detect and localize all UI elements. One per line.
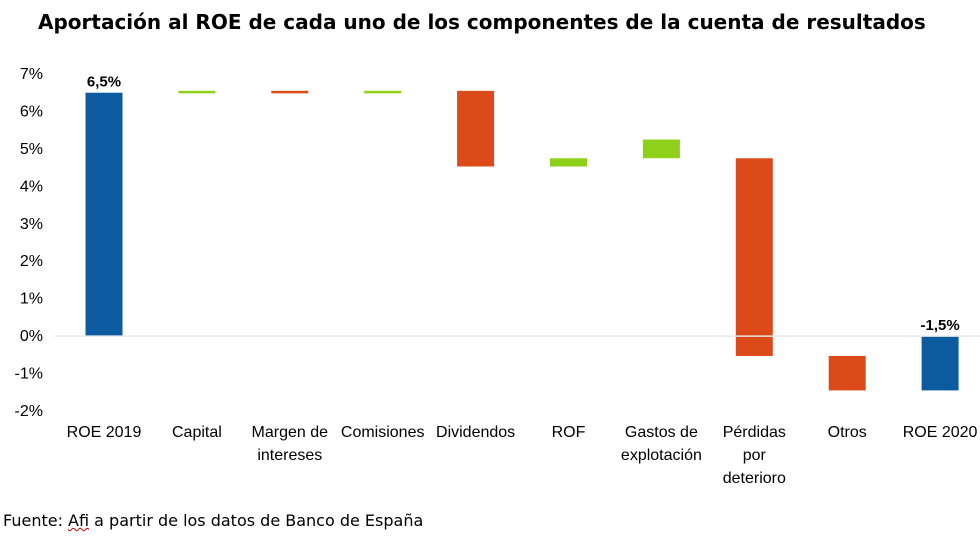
source-underlined-word: Afi	[68, 511, 90, 530]
bar-increase	[178, 90, 216, 94]
x-tick-label: por	[743, 447, 767, 464]
y-tick-label: 3%	[20, 216, 43, 233]
bar-decrease	[828, 355, 866, 391]
x-tick-label: Gastos de	[625, 424, 698, 441]
waterfall-chart: 7% 6% 5% 4% 3% 2% 1% 0% -1% -2% ROE 2019 6,5% Capita…	[15, 66, 980, 487]
x-tick-label: ROE 2019	[67, 424, 142, 441]
y-tick-label: 2%	[20, 253, 43, 270]
x-tick-label: explotación	[621, 447, 702, 464]
y-tick-label: 5%	[20, 141, 43, 158]
x-tick-label: Capital	[172, 424, 222, 441]
source-note: Fuente: Afi a partir de los datos de Ban…	[3, 511, 423, 530]
bar-increase	[550, 158, 587, 167]
y-tick-label: -2%	[15, 403, 43, 420]
bar-decrease	[735, 158, 773, 356]
y-tick-label: 0%	[20, 328, 43, 345]
y-tick-label: 1%	[20, 291, 43, 308]
x-tick-label: Margen de	[252, 424, 329, 441]
x-tick-label: deterioro	[723, 470, 786, 487]
x-tick-label: Comisiones	[341, 424, 425, 441]
y-tick-label: 4%	[20, 178, 43, 195]
bar-increase	[642, 139, 680, 159]
y-tick-label: 6%	[20, 103, 43, 120]
chart-title: Aportación al ROE de cada uno de los com…	[38, 10, 926, 34]
y-tick-label: -1%	[15, 366, 43, 383]
source-prefix: Fuente:	[3, 511, 69, 530]
bar-decrease	[271, 90, 309, 94]
data-label: 6,5%	[87, 74, 121, 91]
source-suffix: a partir de los datos de Banco de España	[89, 511, 424, 530]
y-tick-label: 7%	[20, 66, 43, 83]
bar-decrease	[457, 90, 495, 167]
x-tick-label: Dividendos	[436, 424, 515, 441]
bar-total	[921, 336, 959, 391]
bar-increase	[364, 90, 402, 94]
x-tick-label: ROE 2020	[903, 424, 978, 441]
data-label: -1,5%	[921, 317, 960, 334]
x-tick-label: ROF	[552, 424, 586, 441]
bar-total	[85, 92, 123, 337]
x-tick-label: intereses	[257, 447, 322, 464]
x-tick-label: Otros	[828, 424, 867, 441]
x-tick-label: Pérdidas	[723, 424, 786, 441]
